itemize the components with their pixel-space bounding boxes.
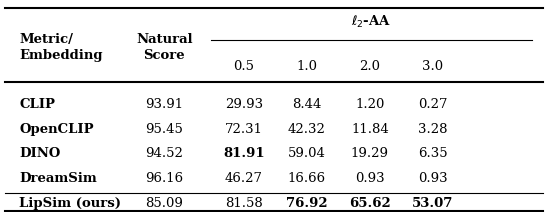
Text: LipSim (ours): LipSim (ours) (19, 197, 121, 210)
Text: 3.0: 3.0 (423, 60, 443, 73)
Text: 72.31: 72.31 (225, 123, 263, 136)
Text: 85.09: 85.09 (145, 197, 184, 210)
Text: DreamSim: DreamSim (19, 172, 97, 185)
Text: 42.32: 42.32 (288, 123, 326, 136)
Text: 0.93: 0.93 (355, 172, 385, 185)
Text: 93.91: 93.91 (145, 98, 184, 112)
Text: 0.93: 0.93 (418, 172, 448, 185)
Text: 53.07: 53.07 (412, 197, 454, 210)
Text: 2.0: 2.0 (359, 60, 380, 73)
Text: 8.44: 8.44 (292, 98, 322, 112)
Text: 19.29: 19.29 (351, 147, 389, 160)
Text: $\ell_2$-AA: $\ell_2$-AA (351, 14, 391, 30)
Text: Metric/
Embedding: Metric/ Embedding (19, 33, 102, 62)
Text: 59.04: 59.04 (288, 147, 326, 160)
Text: 0.5: 0.5 (233, 60, 254, 73)
Text: 6.35: 6.35 (418, 147, 448, 160)
Text: DINO: DINO (19, 147, 61, 160)
Text: 81.58: 81.58 (225, 197, 262, 210)
Text: 1.20: 1.20 (355, 98, 385, 112)
Text: 0.27: 0.27 (418, 98, 448, 112)
Text: 11.84: 11.84 (351, 123, 389, 136)
Text: 29.93: 29.93 (225, 98, 263, 112)
Text: 96.16: 96.16 (145, 172, 184, 185)
Text: 65.62: 65.62 (349, 197, 391, 210)
Text: 95.45: 95.45 (145, 123, 184, 136)
Text: OpenCLIP: OpenCLIP (19, 123, 94, 136)
Text: 3.28: 3.28 (418, 123, 448, 136)
Text: 76.92: 76.92 (286, 197, 328, 210)
Text: Natural
Score: Natural Score (136, 33, 193, 62)
Text: CLIP: CLIP (19, 98, 55, 112)
Text: 1.0: 1.0 (296, 60, 317, 73)
Text: 81.91: 81.91 (223, 147, 265, 160)
Text: 46.27: 46.27 (225, 172, 263, 185)
Text: 16.66: 16.66 (288, 172, 326, 185)
Text: 94.52: 94.52 (145, 147, 184, 160)
